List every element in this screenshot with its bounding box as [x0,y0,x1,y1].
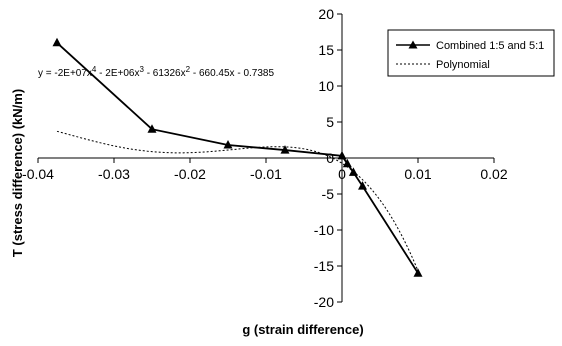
combined-series-point [147,124,157,133]
legend-box [387,29,555,77]
x-tick-label: -0.04 [22,166,54,182]
x-tick-label: -0.03 [98,166,130,182]
combined-series-point [358,181,368,190]
legend-marker-combined [408,40,418,49]
combined-series-point [348,167,358,176]
y-tick-label: 0 [326,150,334,166]
x-axis-ticks: -0.04 -0.03 -0.02 -0.01 0 0.01 0.02 [22,158,508,182]
x-tick-label: 0.02 [480,166,507,182]
trendline-equation: y = -2E+07x4 - 2E+06x3 - 61326x2 - 660.4… [38,65,274,79]
combined-series-point [280,145,290,154]
legend-label-polynomial: Polynomial [436,59,490,71]
x-tick-label: 0.01 [404,166,431,182]
y-tick-label: 20 [318,6,334,22]
x-axis-title: g (strain difference) [242,322,363,337]
combined-series-point [52,37,62,47]
y-tick-label: -20 [314,294,334,310]
combined-series-point [342,158,352,168]
y-tick-label: -10 [314,222,334,238]
series-layer [52,37,423,277]
plot-area: -0.04 -0.03 -0.02 -0.01 0 0.01 0.02 20151050-5… [22,6,508,310]
y-tick-label: 5 [326,114,334,130]
combined-series-point [223,140,233,149]
legend-label-combined: Combined 1:5 and 5:1 [436,40,544,52]
x-tick-label: 0 [338,166,346,182]
polynomial-trendline [56,130,419,272]
x-tick-label: -0.01 [250,166,282,182]
legend: Combined 1:5 and 5:1 Polynomial [387,29,555,77]
y-tick-label: -15 [314,258,334,274]
y-tick-label: -5 [322,186,335,202]
combined-series-point [413,268,423,277]
y-axis-ticks: 20 15 10 5 0 -5 -10 -15 -20 [314,6,342,310]
y-tick-label: 15 [318,42,334,58]
y-axis-title: T (stress difference) (kN/m) [10,89,25,257]
y-tick-label: 10 [318,78,334,94]
x-tick-label: -0.02 [174,166,206,182]
combined-series-point [337,150,347,160]
